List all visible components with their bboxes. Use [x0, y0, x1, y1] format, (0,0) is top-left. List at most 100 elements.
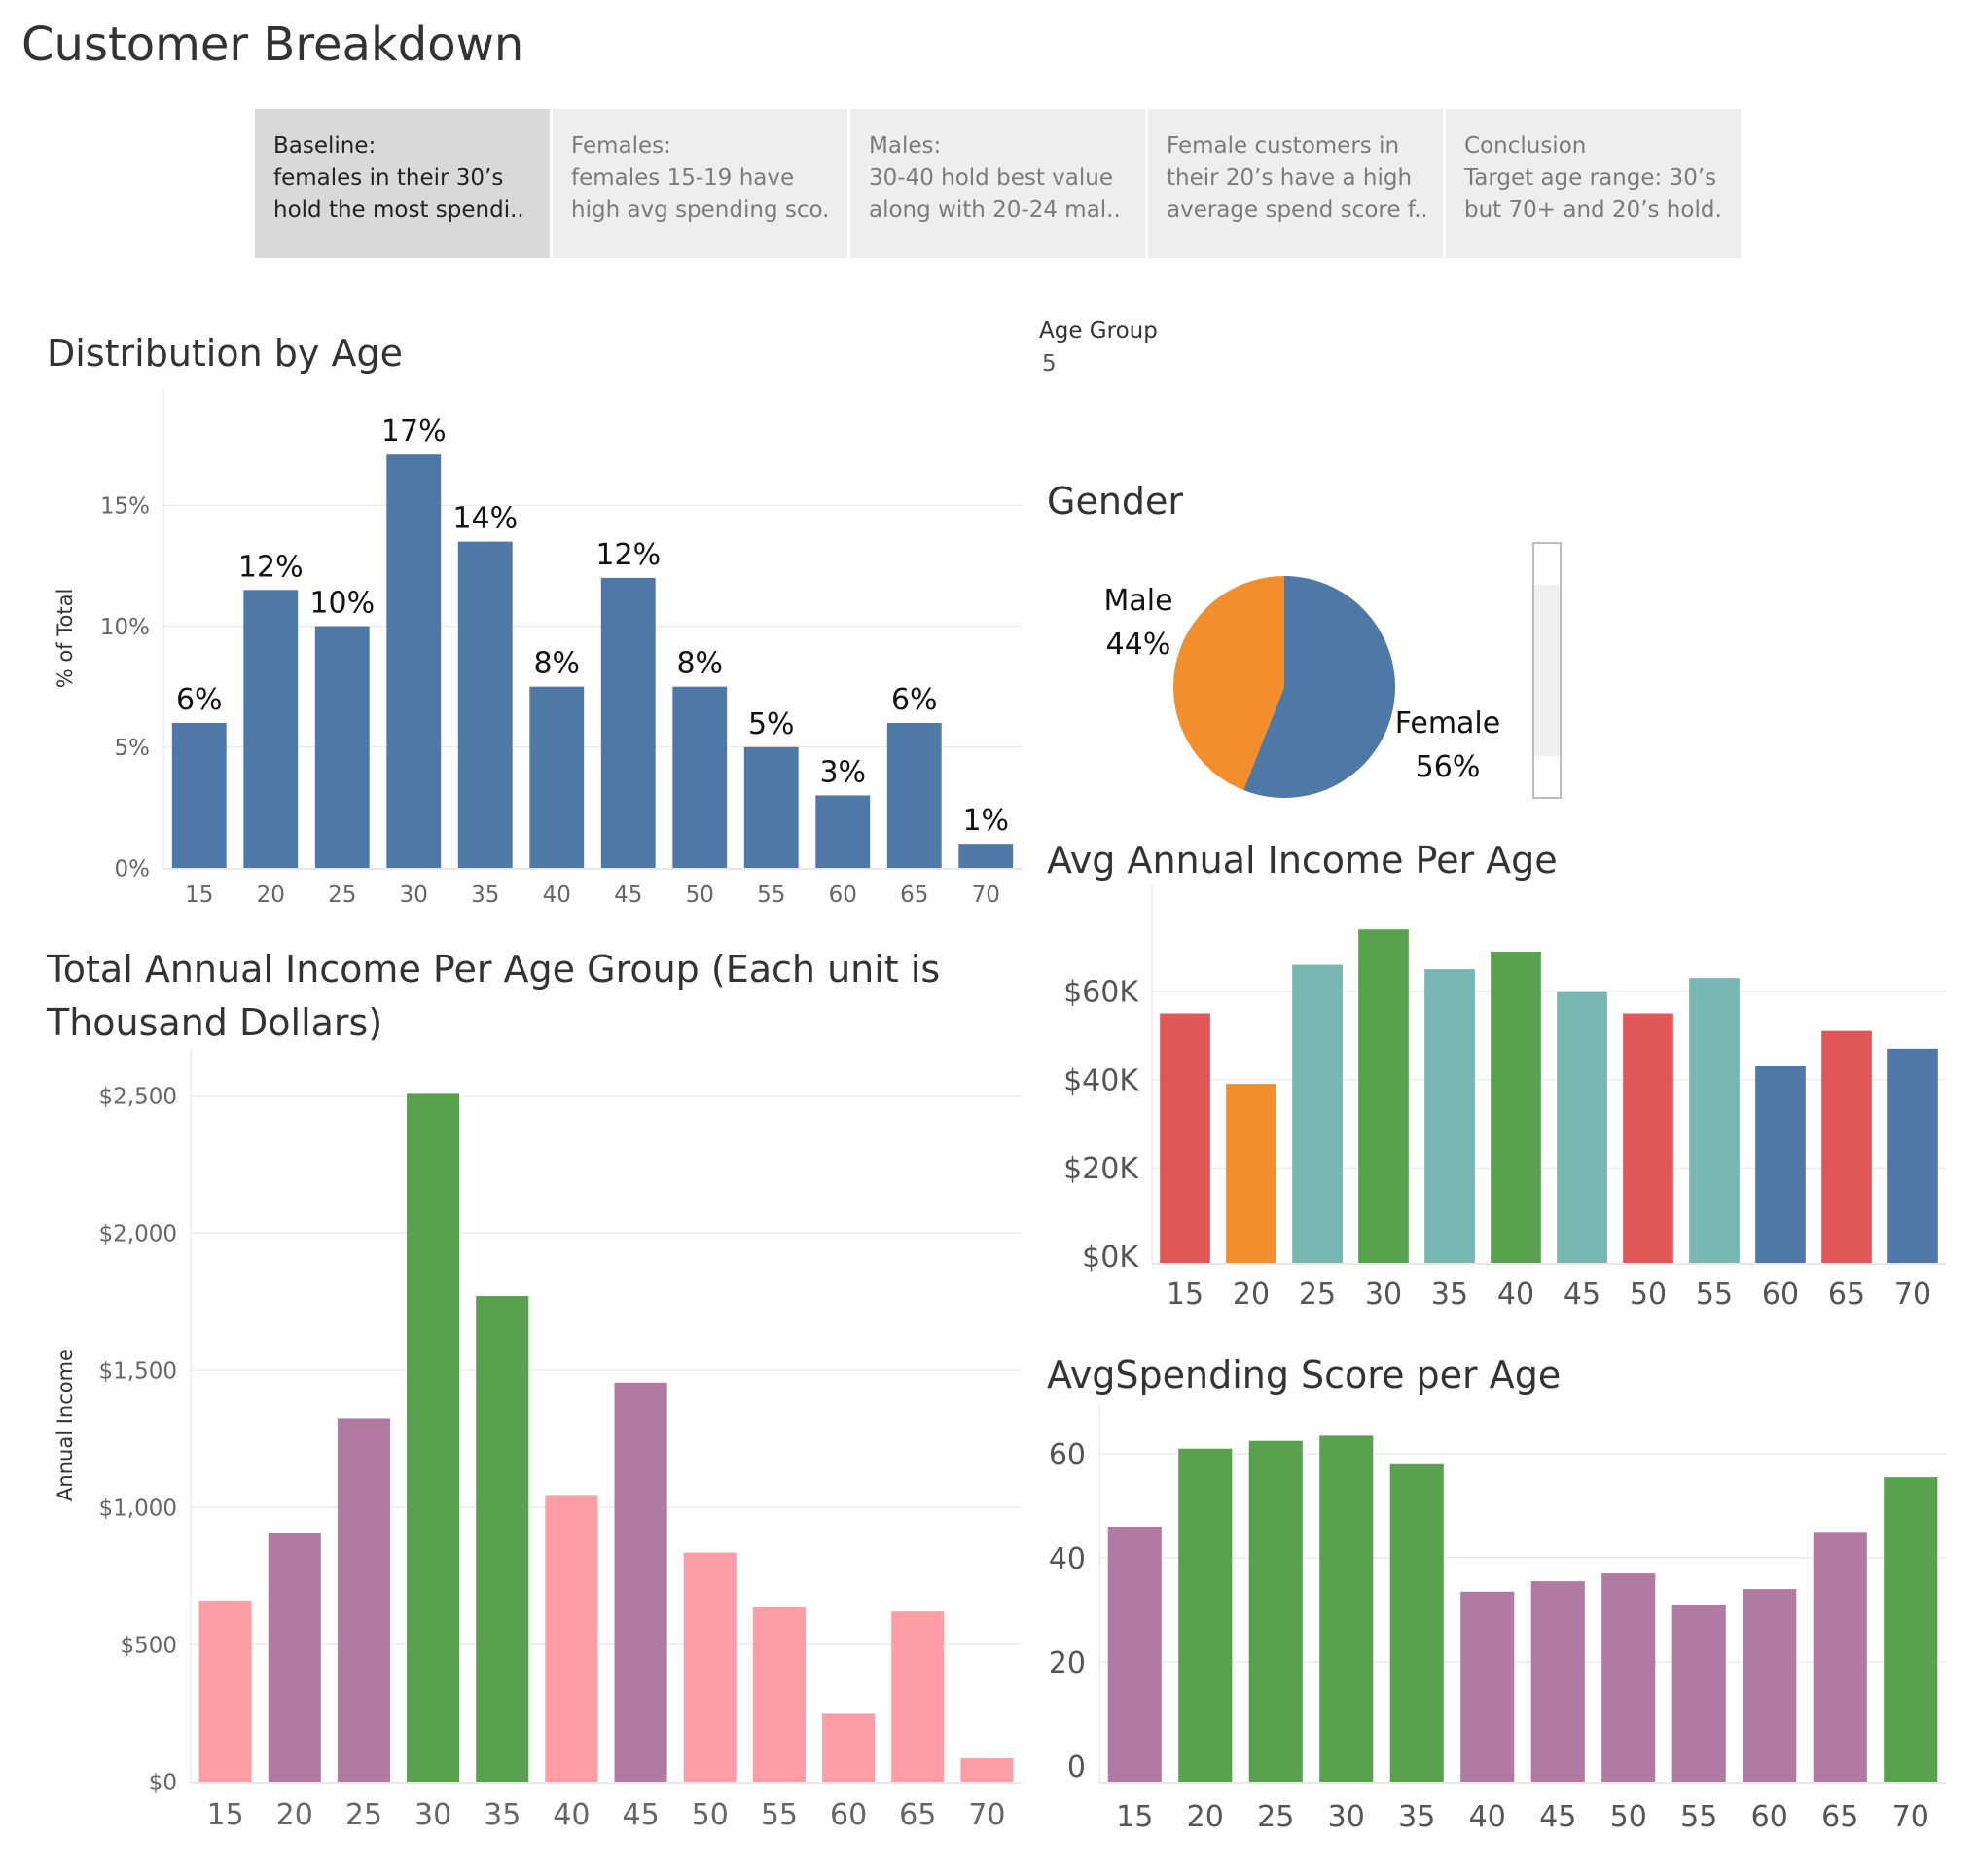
bar-50	[683, 1552, 737, 1782]
story-point-female-20s[interactable]: Female customers in their 20’s have a hi…	[1148, 109, 1443, 258]
y-tick-label: $2,500	[99, 1084, 177, 1109]
x-tick-label: 70	[1894, 1278, 1931, 1312]
scroll-up-button[interactable]	[1534, 544, 1560, 585]
data-label: 6%	[176, 683, 223, 717]
bar-60	[822, 1713, 876, 1782]
story-point-baseline[interactable]: Baseline: females in their 30’s hold the…	[255, 109, 550, 258]
bar-70	[958, 844, 1014, 868]
pie-slice-female	[1243, 576, 1395, 798]
x-tick-label: 25	[1257, 1800, 1294, 1834]
x-tick-label: 35	[1398, 1800, 1435, 1834]
y-tick-label: 15%	[100, 494, 150, 520]
bar-15	[1160, 1013, 1210, 1263]
x-tick-label: 70	[1892, 1800, 1929, 1834]
pie-label-value: 44%	[1106, 628, 1171, 662]
x-tick-label: 45	[1564, 1278, 1600, 1312]
y-tick-label: $1,500	[99, 1358, 177, 1384]
y-tick-label: $20K	[1063, 1152, 1139, 1186]
x-tick-label: 30	[414, 1798, 451, 1832]
bar-50	[1623, 1013, 1673, 1263]
y-axis-title: Annual Income	[54, 1349, 77, 1501]
legend-scrollbar[interactable]	[1532, 542, 1562, 799]
x-tick-label: 55	[761, 1798, 798, 1832]
y-axis-title: % of Total	[54, 589, 77, 689]
data-label: 10%	[309, 587, 375, 621]
bar-40	[529, 686, 585, 868]
bar-60	[1743, 1589, 1797, 1782]
x-tick-label: 65	[1828, 1278, 1865, 1312]
y-tick-label: 0%	[115, 856, 151, 882]
x-tick-label: 50	[686, 883, 714, 908]
story-point-line: Conclusion	[1464, 133, 1587, 159]
y-tick-label: $40K	[1063, 1064, 1139, 1098]
bar-50	[672, 686, 728, 868]
bar-35	[1389, 1463, 1444, 1782]
age-group-filter-value[interactable]: 5	[1042, 351, 1057, 377]
y-tick-label: $0K	[1082, 1241, 1139, 1275]
chart-title-avg-income: Avg Annual Income Per Age	[1047, 839, 1558, 882]
x-tick-label: 15	[1167, 1278, 1204, 1312]
dashboard-title: Customer Breakdown	[21, 18, 524, 72]
y-tick-label: 40	[1049, 1542, 1086, 1576]
data-label: 8%	[533, 647, 580, 681]
x-tick-label: 40	[553, 1798, 590, 1832]
y-tick-label: $1,000	[99, 1496, 177, 1521]
chart-title-total-income-line1: Total Annual Income Per Age Group (Each …	[47, 948, 941, 991]
bar-40	[545, 1495, 598, 1782]
x-tick-label: 40	[543, 883, 571, 908]
x-tick-label: 30	[400, 883, 428, 908]
bar-45	[1557, 991, 1607, 1263]
scroll-down-button[interactable]	[1534, 756, 1560, 797]
bar-20	[243, 590, 299, 868]
story-point-line: females in their 30’s	[273, 165, 504, 191]
bar-25	[314, 626, 370, 868]
bar-55	[1671, 1605, 1726, 1782]
x-tick-label: 60	[1751, 1800, 1788, 1834]
story-point-line: but 70+ and 20’s hold..	[1464, 198, 1723, 223]
x-tick-label: 35	[484, 1798, 521, 1832]
story-point-line: Female customers in	[1167, 133, 1400, 159]
data-label: 14%	[452, 502, 518, 536]
age-distribution-chart: 0% 5% 10% 15% 15 6% 20 12% 25 10% 30 17% 35 14% 40 8% 45…	[54, 389, 1022, 908]
data-label: 8%	[676, 647, 723, 681]
bar-15	[171, 722, 227, 868]
y-tick-label: $60K	[1063, 976, 1139, 1010]
story-point-line: Target age range: 30’s	[1464, 165, 1717, 191]
pie-slice-male	[1173, 576, 1284, 790]
x-tick-label: 15	[185, 883, 213, 908]
bar-35	[476, 1295, 529, 1782]
x-tick-label: 45	[1539, 1800, 1576, 1834]
x-tick-label: 70	[968, 1798, 1005, 1832]
data-label: 12%	[595, 538, 661, 572]
total-income-chart: $0 $500 $1,000 $1,500 $2,000 $2,500 15 20 25 30 35…	[54, 1049, 1022, 1832]
x-tick-label: 25	[1299, 1278, 1336, 1312]
story-point-conclusion[interactable]: Conclusion Target age range: 30’s but 70…	[1446, 109, 1741, 258]
data-label: 5%	[748, 707, 795, 741]
x-tick-label: 20	[1233, 1278, 1270, 1312]
bar-70	[1887, 1048, 1938, 1263]
x-tick-label: 30	[1328, 1800, 1365, 1834]
chart-title-avg-spending: AvgSpending Score per Age	[1047, 1353, 1562, 1396]
x-tick-label: 50	[1610, 1800, 1647, 1834]
bar-55	[743, 746, 799, 868]
pie-label-name: Male	[1103, 584, 1172, 618]
x-tick-label: 35	[471, 883, 499, 908]
gender-pie-chart: Female 56% Male 44%	[1103, 576, 1500, 798]
y-tick-label: 60	[1049, 1438, 1086, 1472]
y-tick-label: 10%	[100, 615, 150, 640]
x-tick-label: 55	[1680, 1800, 1717, 1834]
x-tick-label: 25	[345, 1798, 382, 1832]
story-point-males[interactable]: Males: 30-40 hold best value along with …	[850, 109, 1145, 258]
story-point-females[interactable]: Females: females 15-19 have high avg spe…	[553, 109, 847, 258]
bar-65	[1821, 1030, 1872, 1263]
x-tick-label: 60	[829, 883, 857, 908]
avg-spending-chart: 0 20 40 60 15 20 25 30 35 40 45 50 55 60 65 70	[1049, 1403, 1946, 1834]
story-point-line: females 15-19 have	[571, 165, 795, 191]
bar-30	[407, 1093, 460, 1782]
data-label: 17%	[381, 415, 447, 449]
data-label: 12%	[238, 550, 304, 584]
bar-25	[337, 1418, 390, 1782]
x-tick-label: 15	[206, 1798, 243, 1832]
bar-60	[815, 795, 871, 868]
bar-40	[1460, 1591, 1515, 1782]
